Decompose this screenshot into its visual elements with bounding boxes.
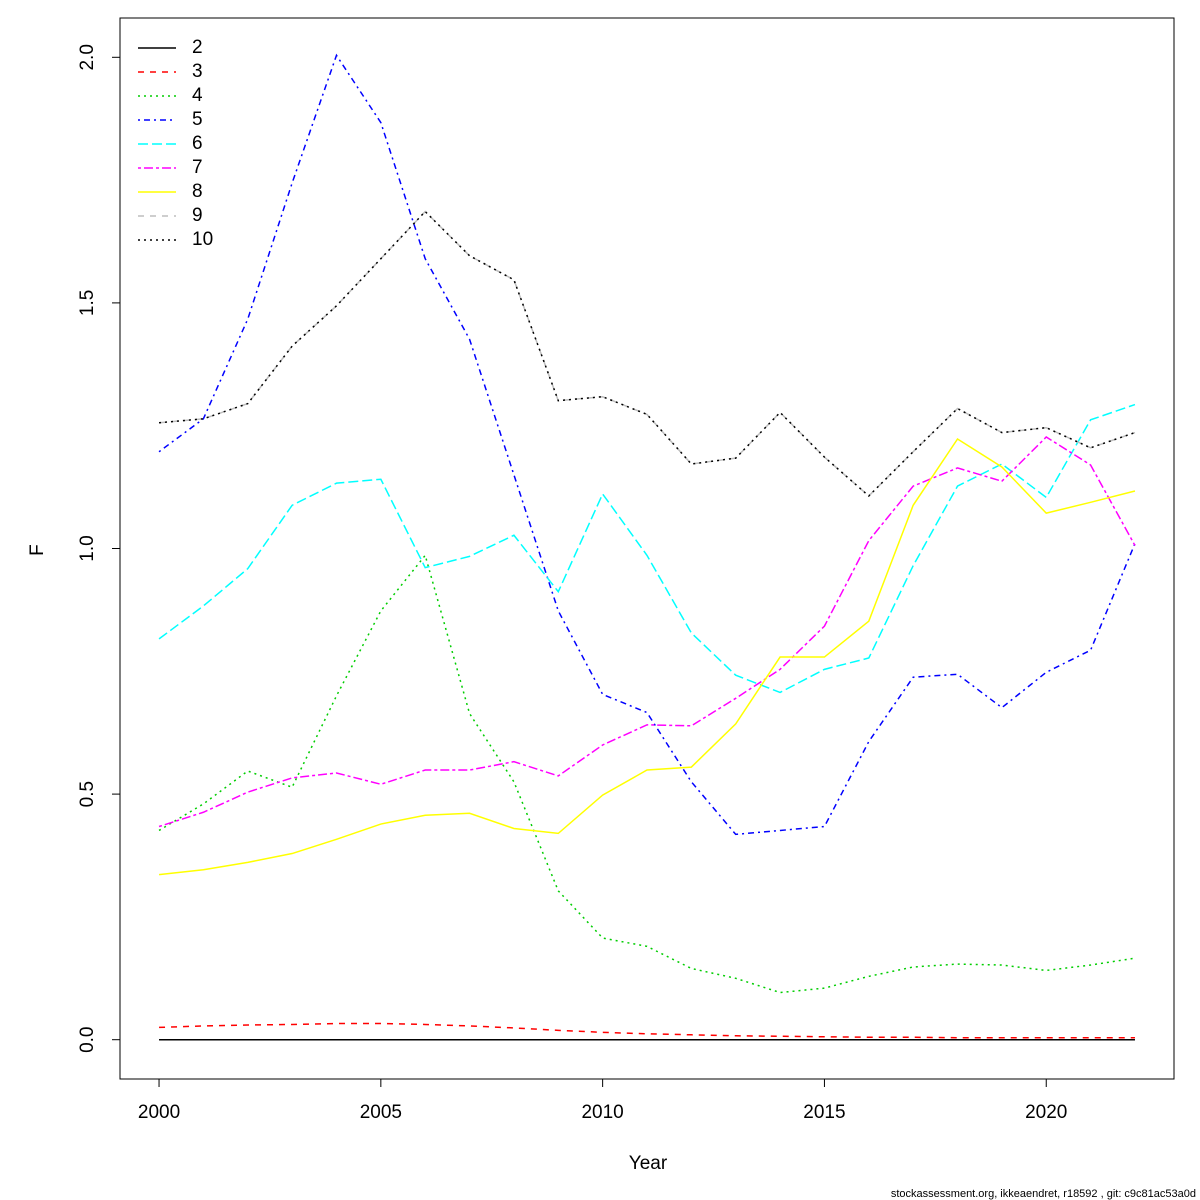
legend-label: 7 bbox=[192, 157, 203, 178]
x-tick-label: 2005 bbox=[360, 1102, 402, 1123]
series-line bbox=[158, 436, 1136, 828]
x-axis-title: Year bbox=[629, 1153, 668, 1174]
y-tick-label: 2.0 bbox=[77, 44, 98, 70]
legend-label: 6 bbox=[192, 133, 203, 154]
x-tick-label: 2010 bbox=[581, 1102, 623, 1123]
series-line bbox=[159, 1022, 1135, 1039]
series-line bbox=[158, 403, 1136, 694]
series-line bbox=[158, 553, 1136, 994]
y-tick-label: 0.0 bbox=[77, 1026, 98, 1052]
x-tick-label: 2020 bbox=[1025, 1102, 1067, 1123]
series-line bbox=[158, 210, 1136, 497]
y-tick-label: 1.5 bbox=[77, 290, 98, 316]
y-tick-label: 0.5 bbox=[77, 781, 98, 807]
legend-label: 4 bbox=[192, 85, 203, 106]
legend-label: 5 bbox=[192, 109, 203, 130]
legend-label: 2 bbox=[192, 37, 203, 58]
legend-label: 8 bbox=[192, 181, 203, 202]
series-line bbox=[158, 437, 1136, 876]
series-line bbox=[158, 53, 1136, 836]
y-tick-label: 1.0 bbox=[77, 535, 98, 561]
y-axis-title: F bbox=[27, 544, 48, 556]
x-tick-label: 2000 bbox=[138, 1102, 180, 1123]
series-line bbox=[158, 210, 1136, 497]
legend-label: 10 bbox=[192, 229, 213, 250]
x-tick-label: 2015 bbox=[803, 1102, 845, 1123]
plot-frame bbox=[119, 17, 1175, 1080]
footer: stockassessment.org, ikkeaendret, r18592… bbox=[891, 1188, 1196, 1200]
legend-label: 9 bbox=[192, 205, 203, 226]
legend-label: 3 bbox=[192, 61, 203, 82]
